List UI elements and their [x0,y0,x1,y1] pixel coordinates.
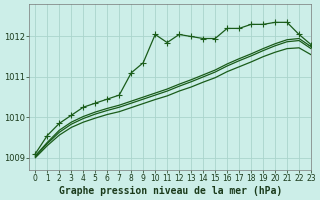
X-axis label: Graphe pression niveau de la mer (hPa): Graphe pression niveau de la mer (hPa) [59,186,282,196]
